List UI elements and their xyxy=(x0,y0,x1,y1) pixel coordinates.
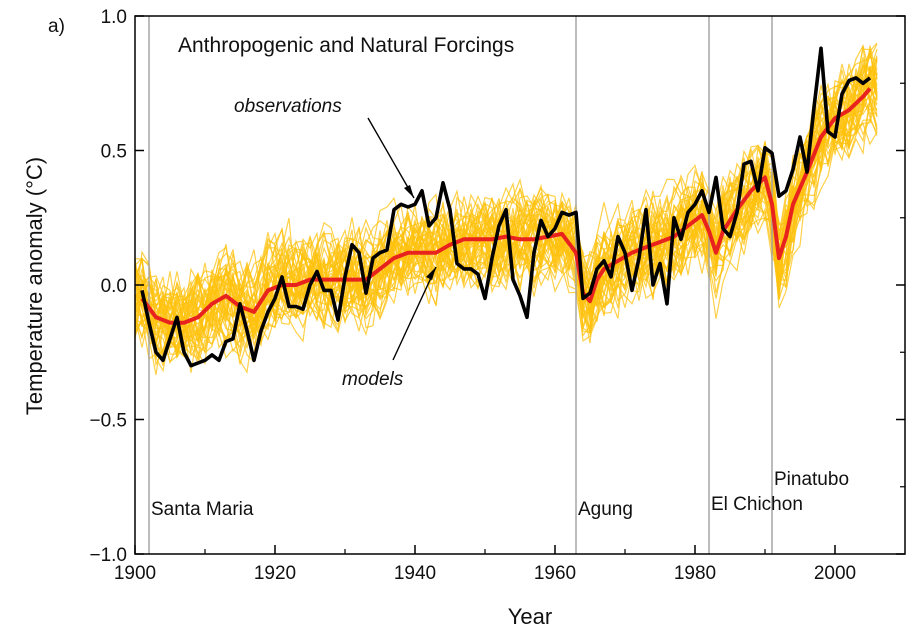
ensemble-run xyxy=(134,78,878,339)
volcano-label: Pinatubo xyxy=(774,469,849,490)
x-tick-label: 2000 xyxy=(814,563,856,584)
y-tick-label: 0.5 xyxy=(101,142,127,163)
y-tick-label: 0.0 xyxy=(101,276,127,297)
ensemble-run xyxy=(134,48,878,334)
y-tick-label: −1.0 xyxy=(89,545,127,566)
volcano-label: Santa Maria xyxy=(151,499,254,520)
y-tick-label: 1.0 xyxy=(101,7,127,28)
volcano-label: El Chichon xyxy=(711,494,803,515)
volcano-lines xyxy=(148,16,773,554)
x-tick-label: 1980 xyxy=(674,563,716,584)
panel-label: a) xyxy=(48,16,65,37)
ensemble-run xyxy=(134,65,878,340)
x-axis-label: Year xyxy=(508,604,552,629)
annotation-arrows xyxy=(367,117,437,361)
x-tick-label: 1940 xyxy=(394,563,436,584)
x-tick-label: 1900 xyxy=(114,563,156,584)
series-lines xyxy=(140,46,872,368)
x-tick-label: 1960 xyxy=(534,563,576,584)
x-tick-label: 1920 xyxy=(254,563,296,584)
ensemble-run xyxy=(134,55,878,334)
observations-annotation: observations xyxy=(234,96,342,117)
y-tick-label: −0.5 xyxy=(89,411,127,432)
y-axis-label: Temperature anomaly (°C) xyxy=(22,157,47,415)
chart-title: Anthropogenic and Natural Forcings xyxy=(178,34,514,57)
axis-ticks: 1900 1920 1940 1960 1980 2000 −1.0 −0.5 0.0 0.5 1.… xyxy=(89,7,905,584)
volcano-label: Agung xyxy=(578,499,633,520)
ensemble-run xyxy=(134,72,878,375)
volcano-labels: Santa Maria Agung El Chichon Pinatubo xyxy=(151,469,849,520)
ensemble-run xyxy=(134,83,878,355)
models-annotation: models xyxy=(342,369,404,390)
ensemble-run xyxy=(134,55,878,359)
observations-line xyxy=(140,46,872,368)
